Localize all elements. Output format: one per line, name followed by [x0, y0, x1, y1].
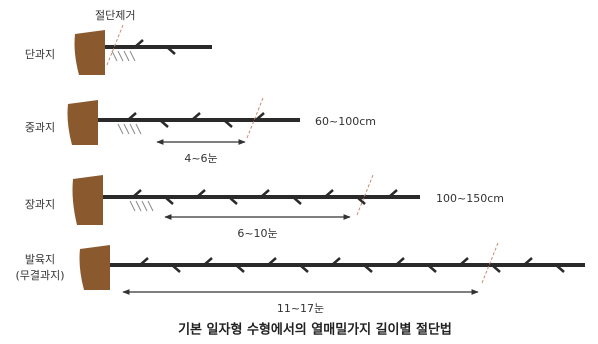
hatch — [142, 201, 147, 211]
diagram: 절단제거 기본 일자형 수형에서의 열매밀가지 길이별 절단법 단과지중과지 4~… — [0, 0, 598, 344]
cut-label: 절단제거 — [95, 9, 135, 22]
hatch — [118, 124, 123, 134]
hatch — [124, 51, 129, 61]
row-label: 장과지 — [25, 198, 55, 211]
caption: 기본 일자형 수형에서의 열매밀가지 길이별 절단법 — [178, 322, 452, 338]
length-label: 100~150cm — [436, 192, 504, 205]
row-sublabel: (무결과지) — [15, 269, 64, 282]
hatch — [112, 51, 117, 61]
bud-count: 6~10눈 — [237, 227, 277, 240]
trunk — [75, 30, 106, 75]
page: 절단제거 기본 일자형 수형에서의 열매밀가지 길이별 절단법 단과지중과지 4~… — [0, 0, 598, 344]
hatch — [136, 124, 141, 134]
hatch — [148, 201, 153, 211]
hatch — [124, 124, 129, 134]
hatch — [130, 124, 135, 134]
hatch — [136, 201, 141, 211]
hatch — [118, 51, 123, 61]
bud-count: 11~17눈 — [277, 302, 324, 315]
trunk — [73, 175, 104, 225]
row-label: 단과지 — [25, 48, 55, 61]
row-label: 발육지 — [25, 253, 55, 266]
trunk — [80, 245, 111, 290]
hatch — [130, 51, 135, 61]
length-label: 60~100cm — [315, 115, 376, 128]
trunk — [68, 100, 99, 145]
bud-count: 4~6눈 — [184, 152, 217, 165]
hatch — [130, 201, 135, 211]
row-label: 중과지 — [25, 121, 55, 134]
